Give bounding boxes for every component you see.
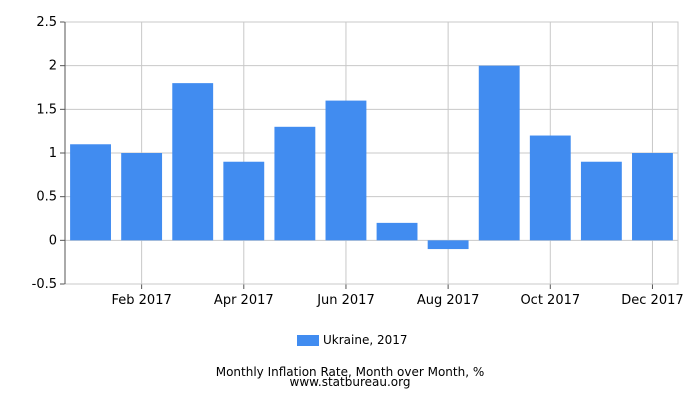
chart-axes xyxy=(60,21,679,289)
y-tick-label: 0 xyxy=(49,233,57,248)
x-tick-label: Dec 2017 xyxy=(621,293,683,308)
bar-feb-2017 xyxy=(121,153,163,241)
y-tick-label: 0.5 xyxy=(36,190,57,205)
bar-aug-2017 xyxy=(427,240,469,250)
x-tick-label: Apr 2017 xyxy=(214,293,274,308)
legend: Ukraine, 2017 xyxy=(297,333,408,347)
bar-nov-2017 xyxy=(580,161,622,241)
chart-bars xyxy=(70,65,673,250)
chart-title: Monthly Inflation Rate, Month over Month… xyxy=(215,365,485,379)
y-tick-label: -0.5 xyxy=(32,277,57,292)
x-tick-label: Aug 2017 xyxy=(417,293,480,308)
legend-swatch-ukraine-2017 xyxy=(297,334,319,346)
x-axis-tick-labels: Feb 2017 Apr 2017 Jun 2017 Aug 2017 Oct 2017… xyxy=(112,293,684,308)
bar-sep-2017 xyxy=(478,65,520,241)
bar-oct-2017 xyxy=(529,135,571,241)
bar-dec-2017 xyxy=(632,153,673,241)
bar-jun-2017 xyxy=(325,100,367,241)
source-url: www.statbureau.org xyxy=(289,375,411,389)
y-tick-label: 2 xyxy=(49,59,57,74)
inflation-bar-chart: -0.5 0 0.5 1 1.5 2 2.5 Feb 2017 Apr 2017 Jun 201… xyxy=(32,15,684,308)
y-tick-label: 1 xyxy=(49,146,57,161)
y-axis-tick-labels: -0.5 0 0.5 1 1.5 2 2.5 xyxy=(32,15,57,292)
bar-jul-2017 xyxy=(376,222,418,241)
bar-mar-2017 xyxy=(172,83,214,241)
bar-apr-2017 xyxy=(223,161,265,241)
bar-jan-2017 xyxy=(70,144,111,241)
x-tick-label: Feb 2017 xyxy=(112,293,172,308)
x-tick-label: Oct 2017 xyxy=(520,293,580,308)
legend-label-ukraine-2017: Ukraine, 2017 xyxy=(323,333,408,347)
bar-may-2017 xyxy=(274,126,316,241)
y-tick-label: 2.5 xyxy=(36,15,57,30)
y-tick-label: 1.5 xyxy=(36,102,57,117)
x-tick-label: Jun 2017 xyxy=(316,293,375,308)
